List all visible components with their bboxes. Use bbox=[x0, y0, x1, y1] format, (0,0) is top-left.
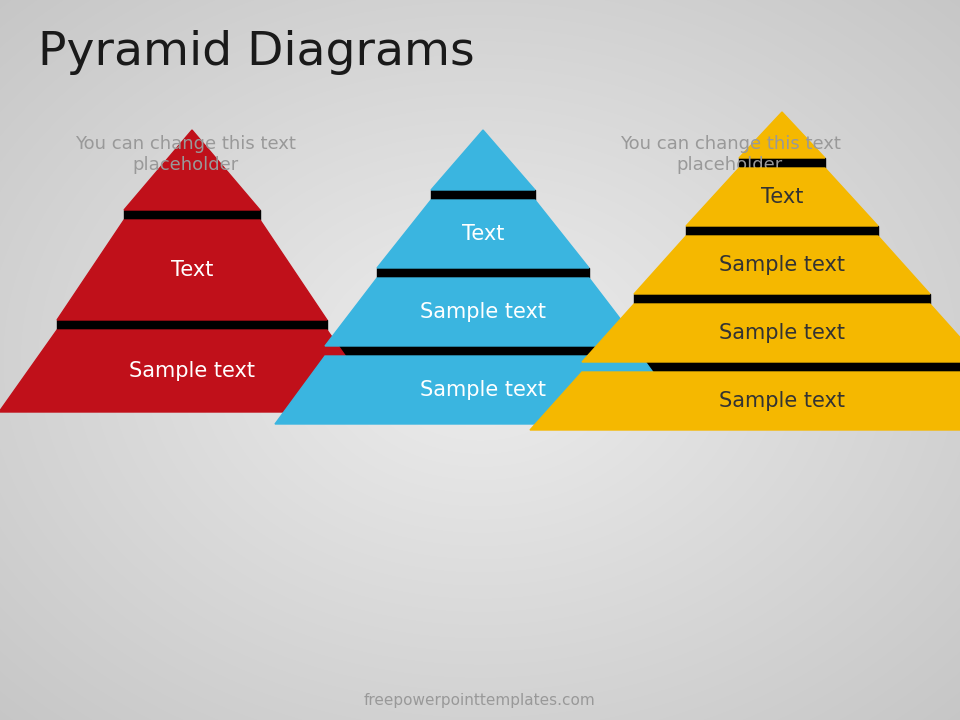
Polygon shape bbox=[124, 130, 260, 210]
Polygon shape bbox=[275, 356, 691, 424]
Polygon shape bbox=[739, 112, 825, 158]
Text: Sample text: Sample text bbox=[420, 380, 546, 400]
Text: Sample text: Sample text bbox=[129, 361, 255, 381]
Text: You can change this text
placeholder: You can change this text placeholder bbox=[75, 135, 296, 174]
Text: You can change this text
placeholder: You can change this text placeholder bbox=[619, 135, 840, 174]
Polygon shape bbox=[582, 362, 960, 372]
Text: freepowerpointtemplates.com: freepowerpointtemplates.com bbox=[364, 693, 596, 708]
Polygon shape bbox=[582, 304, 960, 362]
Polygon shape bbox=[0, 330, 385, 412]
Polygon shape bbox=[57, 320, 327, 330]
Polygon shape bbox=[634, 236, 930, 294]
Polygon shape bbox=[325, 346, 641, 356]
Polygon shape bbox=[124, 210, 260, 220]
Polygon shape bbox=[686, 168, 878, 226]
Text: Text: Text bbox=[171, 260, 213, 280]
Polygon shape bbox=[325, 278, 641, 346]
Polygon shape bbox=[431, 190, 535, 200]
Polygon shape bbox=[377, 200, 589, 268]
Polygon shape bbox=[739, 158, 825, 168]
Polygon shape bbox=[57, 220, 327, 320]
Text: Sample text: Sample text bbox=[420, 302, 546, 322]
Polygon shape bbox=[377, 268, 589, 278]
Text: Sample text: Sample text bbox=[719, 323, 845, 343]
Text: Text: Text bbox=[462, 224, 504, 244]
Text: Text: Text bbox=[761, 187, 804, 207]
Text: Sample text: Sample text bbox=[719, 391, 845, 411]
Polygon shape bbox=[530, 372, 960, 430]
Text: Sample text: Sample text bbox=[719, 255, 845, 275]
Polygon shape bbox=[634, 294, 930, 304]
Polygon shape bbox=[686, 226, 878, 236]
Polygon shape bbox=[431, 130, 535, 190]
Text: Pyramid Diagrams: Pyramid Diagrams bbox=[38, 30, 474, 75]
